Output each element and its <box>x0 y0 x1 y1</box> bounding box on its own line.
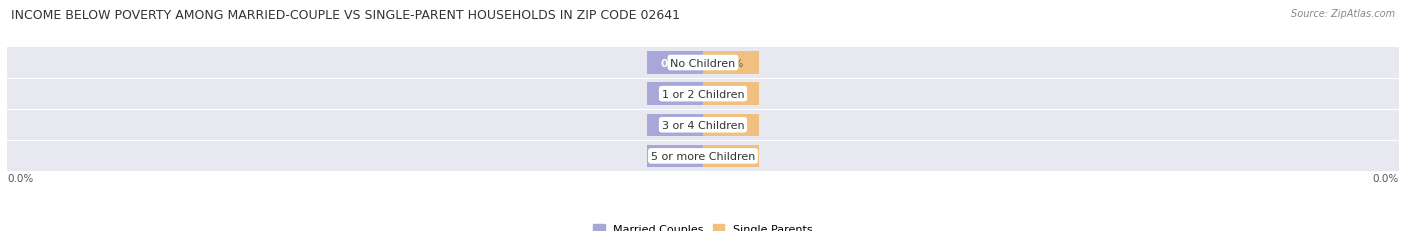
Bar <box>647 145 703 167</box>
Text: 0.0%: 0.0% <box>661 151 690 161</box>
Text: No Children: No Children <box>671 58 735 68</box>
Text: 0.0%: 0.0% <box>661 120 690 130</box>
Text: 0.0%: 0.0% <box>1372 173 1399 183</box>
Text: 1 or 2 Children: 1 or 2 Children <box>662 89 744 99</box>
Bar <box>703 145 759 167</box>
Text: 0.0%: 0.0% <box>7 173 34 183</box>
Legend: Married Couples, Single Parents: Married Couples, Single Parents <box>593 224 813 231</box>
Text: 3 or 4 Children: 3 or 4 Children <box>662 120 744 130</box>
Text: 0.0%: 0.0% <box>717 151 744 161</box>
Text: 5 or more Children: 5 or more Children <box>651 151 755 161</box>
Text: 0.0%: 0.0% <box>717 89 744 99</box>
Text: 0.0%: 0.0% <box>661 58 690 68</box>
Bar <box>647 83 703 105</box>
Bar <box>7 141 1399 171</box>
Bar <box>647 52 703 74</box>
Text: 0.0%: 0.0% <box>717 58 744 68</box>
Text: 0.0%: 0.0% <box>717 120 744 130</box>
Text: INCOME BELOW POVERTY AMONG MARRIED-COUPLE VS SINGLE-PARENT HOUSEHOLDS IN ZIP COD: INCOME BELOW POVERTY AMONG MARRIED-COUPL… <box>11 9 681 22</box>
Text: 0.0%: 0.0% <box>661 89 690 99</box>
Bar <box>647 114 703 136</box>
Bar <box>703 114 759 136</box>
Text: Source: ZipAtlas.com: Source: ZipAtlas.com <box>1291 9 1395 19</box>
Bar <box>7 79 1399 109</box>
Bar <box>703 52 759 74</box>
Bar <box>7 48 1399 78</box>
Bar <box>7 110 1399 140</box>
Bar <box>703 83 759 105</box>
